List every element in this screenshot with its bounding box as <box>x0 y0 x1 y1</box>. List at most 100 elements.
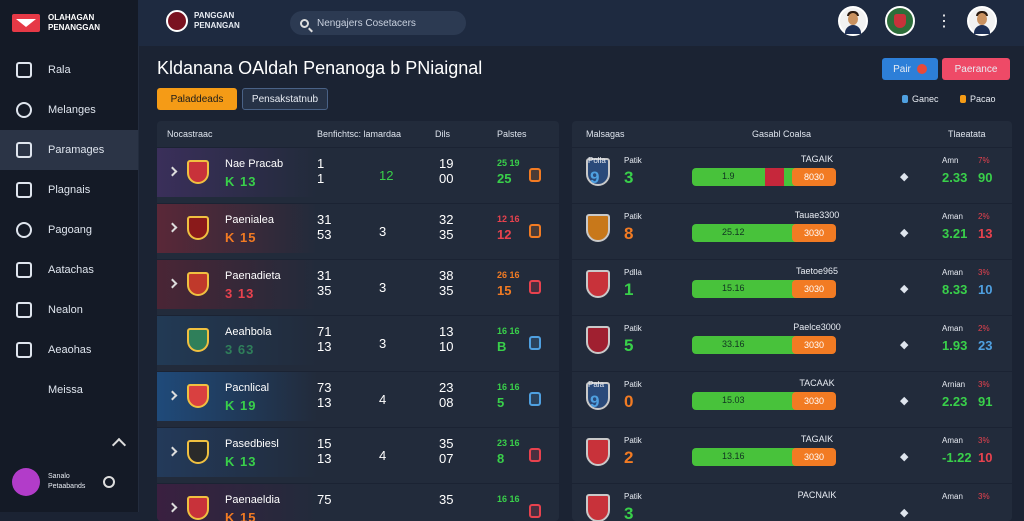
team-odds: K 15 <box>225 230 257 245</box>
diamond-icon[interactable]: ◆ <box>900 339 909 351</box>
table-row[interactable]: Pacnlical K 19 73 13 4 23 08 16 16 5 <box>157 371 559 421</box>
stat-col-4-value: B <box>497 339 507 354</box>
stat-col-4-top: 12 16 <box>497 214 520 224</box>
table-row[interactable]: Paenaeldia K 15 75 35 16 16 <box>157 483 559 521</box>
table-row[interactable]: Paenadieta 3 13 31 35 3 38 35 26 16 15 <box>157 259 559 309</box>
team-name: Paenaeldia <box>225 494 281 506</box>
sidebar-item-6[interactable]: Nealon <box>0 290 138 330</box>
row-number: 2 <box>624 448 634 467</box>
filter-ganec-label: Ganec <box>912 94 939 104</box>
odds-value: 25.12 <box>722 227 745 237</box>
amount-label: Aman <box>942 268 963 277</box>
stat-col-4: 23 16 8 <box>497 436 520 466</box>
sidebar: OLAHAGAN PENANGGAN Rala Melanges Paramages… <box>0 0 139 512</box>
brand-crest[interactable]: PANGGAN PENANGAN <box>166 10 240 32</box>
row-number: 8 <box>624 224 634 243</box>
odds-pill[interactable]: 3030 <box>792 280 836 298</box>
row-number-left: 9 <box>590 392 600 411</box>
sidebar-item-label: Meissa <box>48 384 83 396</box>
sidebar-item-5[interactable]: Aatachas <box>0 250 138 290</box>
team-crest-icon <box>586 270 610 298</box>
stat-col-3: 35 07 <box>439 436 453 466</box>
col-header-team: Nocastraac <box>167 129 213 139</box>
value-2: 90 <box>978 170 993 185</box>
sidebar-item-0[interactable]: Rala <box>0 50 138 90</box>
sidebar-item-label: Pagoang <box>48 224 93 236</box>
team-badge-avatar[interactable] <box>885 6 915 36</box>
diamond-icon[interactable]: ◆ <box>900 395 909 407</box>
stat-col-2: 4 <box>379 448 387 463</box>
stat-col-4-top: 16 16 <box>497 326 520 336</box>
sidebar-item-4[interactable]: Pagoang <box>0 210 138 250</box>
stat-col-4-top: 16 16 <box>497 382 520 392</box>
market-title: Tauae3300 <box>794 210 840 220</box>
filter-pacao[interactable]: Pacao <box>960 94 996 104</box>
pair-button[interactable]: Pair <box>882 58 938 80</box>
odds-pill[interactable]: 3030 <box>792 392 836 410</box>
table-row[interactable]: Patik 3 PACNAIK ◆ Aman 3% <box>572 483 1012 521</box>
stat-col-1-top: 1 <box>317 156 325 171</box>
table-row[interactable]: Pasedbiesl K 13 15 13 4 35 07 23 16 8 <box>157 427 559 477</box>
col-header-gasabl: Gasabl Coalsa <box>752 129 812 139</box>
percent-label: 3% <box>978 436 990 445</box>
table-row[interactable]: Aeahbola 3 63 71 13 3 13 10 16 16 B <box>157 315 559 365</box>
stat-col-1-top: 75 <box>317 492 332 507</box>
odds-pill[interactable]: 8030 <box>792 168 836 186</box>
filter-ganec[interactable]: Ganec <box>902 94 939 104</box>
odds-pill[interactable]: 3030 <box>792 224 836 242</box>
table-row[interactable]: Pdlla 1 Taetoe965 15.16 3030 ◆ Aman 3% 8.33 10 <box>572 259 1012 309</box>
diamond-icon[interactable]: ◆ <box>900 507 909 519</box>
sidebar-item-2[interactable]: Paramages <box>0 130 138 170</box>
stat-col-1-bottom: 35 <box>317 283 332 298</box>
calendar-icon <box>16 142 32 158</box>
page-title: Kldanana OAldah Penanoga b PNiaignal <box>157 58 483 78</box>
clock-icon <box>16 102 32 118</box>
table-row[interactable]: Patik 5 Paelce3000 33.16 3030 ◆ Aman 2% 1.93 23 <box>572 315 1012 365</box>
stat-col-4: 16 16 5 <box>497 380 520 410</box>
odds-value: 13.16 <box>722 451 745 461</box>
diamond-icon[interactable]: ◆ <box>900 451 909 463</box>
stat-col-3-bottom: 00 <box>439 171 454 186</box>
club-crest-icon <box>166 10 188 32</box>
settings-icon[interactable] <box>103 476 116 488</box>
sidebar-item-8[interactable]: Meissa <box>0 370 138 410</box>
tab-inactive[interactable]: Pensakstatnub <box>242 88 328 110</box>
more-menu-icon[interactable]: ⋮ <box>936 13 952 30</box>
percent-label: 2% <box>978 324 990 333</box>
sidebar-item-1[interactable]: Melanges <box>0 90 138 130</box>
table-row[interactable]: Polla 9 Patik 3 TAGAIK 1.9 8030 ◆ Amn 7% 2.33 90 <box>572 147 1012 197</box>
table-row[interactable]: Paenialea K 15 31 53 3 32 35 12 16 12 <box>157 203 559 253</box>
stat-col-1-top: 73 <box>317 380 332 395</box>
performance-button[interactable]: Paerance <box>942 58 1010 80</box>
odds-pill[interactable]: 3030 <box>792 448 836 466</box>
profile-avatar[interactable] <box>838 6 868 36</box>
user-profile-mini[interactable]: Sanalo Petaabands <box>12 468 116 496</box>
market-title: Taetoe965 <box>795 266 839 276</box>
app-logo[interactable]: OLAHAGAN PENANGGAN <box>12 8 132 38</box>
sidebar-item-7[interactable]: Aeaohas <box>0 330 138 370</box>
value-1: 2.23 <box>942 394 968 409</box>
chevron-up-icon[interactable] <box>111 437 127 453</box>
search-input[interactable]: Nengajers Cosetacers <box>290 11 466 35</box>
odds-progress-red <box>764 168 785 186</box>
table-row[interactable]: Nae Pracab K 13 1 1 12 19 00 25 19 25 <box>157 147 559 197</box>
tag-icon <box>960 95 966 103</box>
table-row[interactable]: Patik 2 TAGAIK 13.16 3030 ◆ Aman 3% -1.22 10 <box>572 427 1012 477</box>
diamond-icon[interactable]: ◆ <box>900 171 909 183</box>
value-2: 23 <box>978 338 993 353</box>
team-crest-icon <box>586 438 610 466</box>
table-row[interactable]: Pala 9 Patik 0 TACAAK 15.03 3030 ◆ Arnian 3% 2.23 9… <box>572 371 1012 421</box>
top-bar: PANGGAN PENANGAN Nengajers Cosetacers ⋮ <box>138 0 1024 46</box>
odds-pill[interactable]: 3030 <box>792 336 836 354</box>
diamond-icon[interactable]: ◆ <box>900 283 909 295</box>
value-1: 3.21 <box>942 226 968 241</box>
amount-label: Aman <box>942 212 963 221</box>
diamond-icon[interactable]: ◆ <box>900 227 909 239</box>
user-avatar[interactable] <box>967 6 997 36</box>
col-header-dils: Dils <box>435 129 450 139</box>
stat-col-2: 3 <box>379 336 387 351</box>
table-row[interactable]: Patik 8 Tauae3300 25.12 3030 ◆ Aman 2% 3.21 13 <box>572 203 1012 253</box>
sidebar-item-3[interactable]: Plagnais <box>0 170 138 210</box>
col-header-tlaeatata: Tlaeatata <box>948 129 986 139</box>
tab-active[interactable]: Paladdeads <box>157 88 237 110</box>
